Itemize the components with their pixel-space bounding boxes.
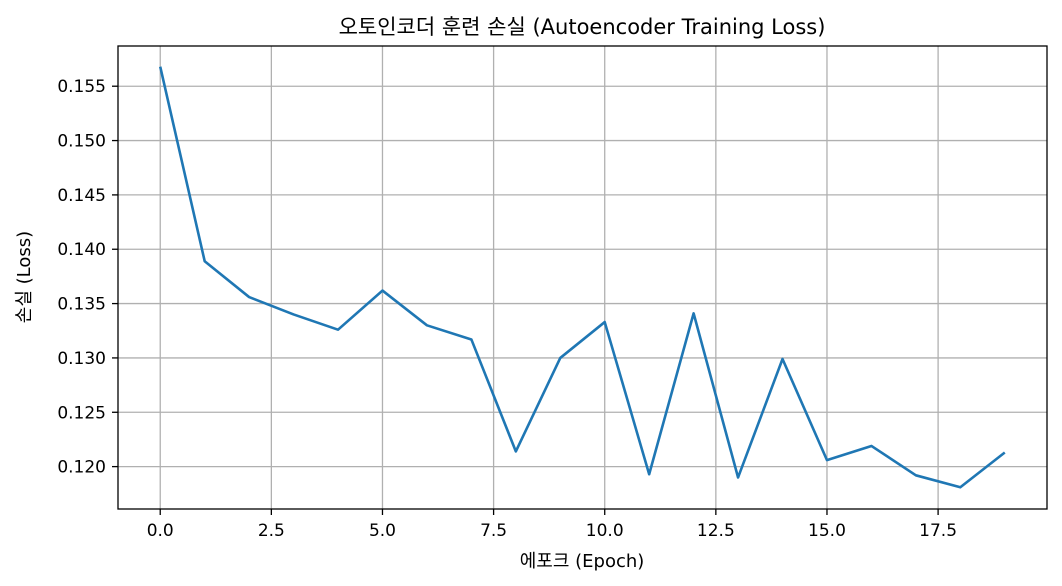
x-tick-label: 2.5 [258, 521, 285, 541]
y-tick-label: 0.125 [57, 403, 106, 423]
y-tick-label: 0.155 [57, 77, 106, 97]
x-tick-label: 15.0 [808, 521, 846, 541]
y-tick-label: 0.150 [57, 132, 106, 152]
y-axis: 0.120 0.125 0.130 0.135 0.140 0.145 0.150 0.155 [57, 77, 118, 478]
x-tick-label: 7.5 [480, 521, 507, 541]
plot-frame [117, 45, 1048, 510]
loss-series-line [158, 66, 1006, 489]
x-axis: 0.0 2.5 5.0 7.5 10.0 12.5 15.0 17.5 [147, 509, 957, 541]
x-tick-label: 17.5 [919, 521, 957, 541]
y-tick-label: 0.140 [57, 240, 106, 260]
x-tick-label: 12.5 [697, 521, 735, 541]
x-axis-title: 에포크 (Epoch) [520, 551, 645, 572]
series-group [158, 66, 1006, 489]
y-tick-label: 0.135 [57, 295, 106, 315]
y-axis-title: 손실 (Loss) [14, 231, 35, 323]
x-tick-label: 5.0 [369, 521, 396, 541]
grid [118, 46, 1047, 509]
chart-title: 오토인코더 훈련 손실 (Autoencoder Training Loss) [339, 15, 826, 39]
y-tick-label: 0.145 [57, 186, 106, 206]
y-tick-label: 0.120 [57, 458, 106, 478]
x-tick-label: 0.0 [147, 521, 174, 541]
y-tick-label: 0.130 [57, 349, 106, 369]
x-tick-label: 10.0 [586, 521, 624, 541]
